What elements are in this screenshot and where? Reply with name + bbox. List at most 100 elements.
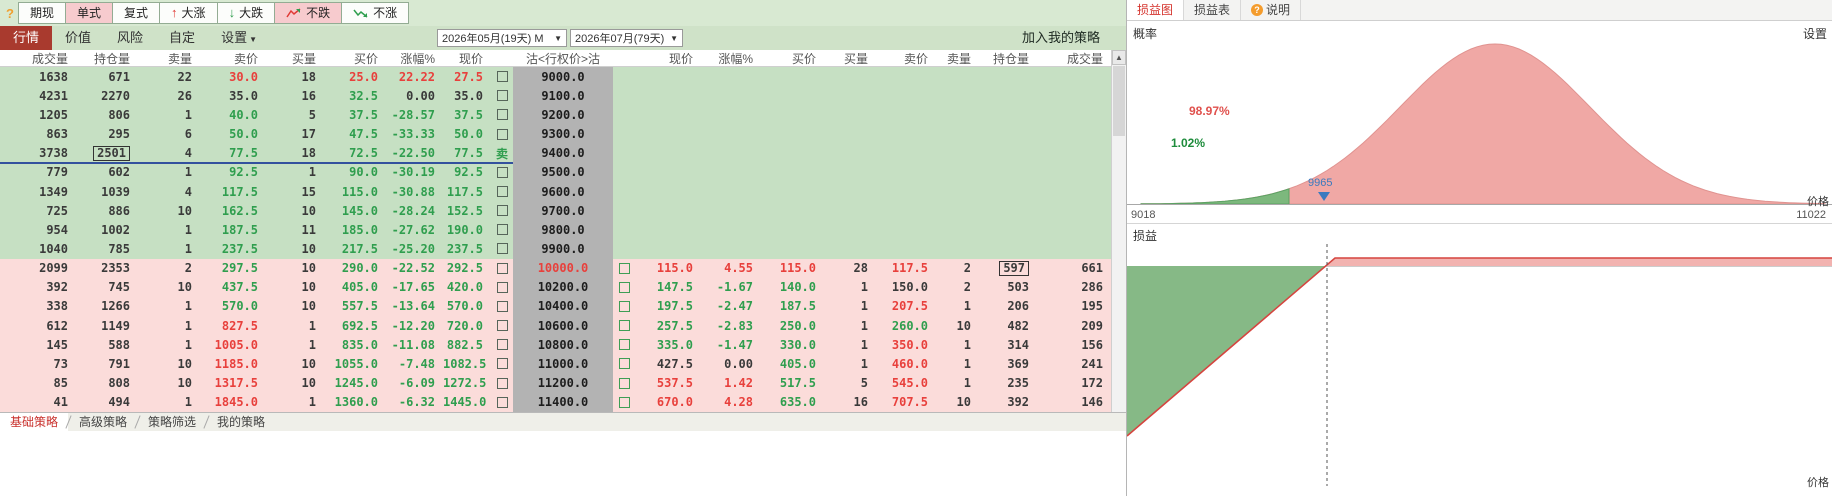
strike-price-cell[interactable]: 10600.0 xyxy=(513,316,613,336)
call-cell-5[interactable]: 290.0 xyxy=(341,261,378,276)
call-cell-5[interactable]: 32.5 xyxy=(349,88,378,103)
strike-price-cell[interactable]: 11000.0 xyxy=(513,354,613,374)
put-cell-2[interactable]: 330.0 xyxy=(779,337,816,352)
call-cell-2[interactable]: 1 xyxy=(184,241,192,256)
call-cell-0[interactable]: 41 xyxy=(53,395,68,410)
call-cell-3[interactable]: 92.5 xyxy=(229,165,258,180)
call-cell-3[interactable]: 187.5 xyxy=(221,222,258,237)
call-cell-3[interactable]: 1845.0 xyxy=(214,395,258,410)
call-cell-0[interactable]: 1349 xyxy=(39,184,68,199)
call-cell-1[interactable]: 2353 xyxy=(101,261,130,276)
put-cell-6[interactable]: 597 xyxy=(979,260,1037,276)
put-select-checkbox[interactable] xyxy=(613,393,635,412)
put-cell-0[interactable]: 427.5 xyxy=(656,356,693,371)
call-cell-1[interactable]: 1149 xyxy=(101,318,130,333)
call-cell-4[interactable]: 1 xyxy=(308,337,316,352)
put-cell-7[interactable]: 661 xyxy=(1081,261,1103,276)
call-cell-3[interactable]: 50.0 xyxy=(229,127,258,142)
strike-price-cell[interactable]: 9300.0 xyxy=(513,124,613,144)
put-cell-4[interactable]: 117.5 xyxy=(891,261,928,276)
menu-tab-shezhi[interactable]: 设置 ▼ xyxy=(208,26,270,50)
button-buzhang[interactable]: 不涨 xyxy=(341,2,410,24)
call-cell-7[interactable]: 237.5 xyxy=(446,241,483,256)
call-cell-5[interactable]: 1055.0 xyxy=(334,356,378,371)
put-cell-4[interactable]: 260.0 xyxy=(891,318,928,333)
call-cell-3[interactable]: 40.0 xyxy=(229,107,258,122)
expiry-select-near[interactable]: 2026年05月(19天) M ▼ xyxy=(437,29,567,47)
call-cell-1[interactable]: 785 xyxy=(108,241,130,256)
put-cell-1[interactable]: -1.47 xyxy=(716,337,753,352)
button-fushi[interactable]: 复式 xyxy=(112,2,160,24)
call-cell-0[interactable]: 3738 xyxy=(39,146,68,161)
put-cell-6[interactable]: 206 xyxy=(1007,299,1029,314)
put-cell-2[interactable]: 517.5 xyxy=(779,376,816,391)
call-cell-4[interactable]: 1 xyxy=(308,165,316,180)
call-cell-2[interactable]: 1 xyxy=(184,299,192,314)
put-cell-7[interactable]: 156 xyxy=(1081,337,1103,352)
call-cell-3[interactable]: 35.0 xyxy=(229,88,258,103)
call-cell-2[interactable]: 4 xyxy=(184,184,192,199)
put-select-checkbox[interactable] xyxy=(613,278,635,297)
menu-tab-fengxian[interactable]: 风险 xyxy=(117,30,144,45)
call-cell-5[interactable]: 405.0 xyxy=(341,280,378,295)
call-select-checkbox[interactable] xyxy=(491,316,513,335)
put-cell-7[interactable]: 195 xyxy=(1081,299,1103,314)
put-cell-4[interactable]: 707.5 xyxy=(891,395,928,410)
call-cell-4[interactable]: 5 xyxy=(308,107,316,122)
call-cell-0[interactable]: 2099 xyxy=(39,261,68,276)
strike-price-cell[interactable]: 9500.0 xyxy=(513,162,613,182)
put-cell-4[interactable]: 207.5 xyxy=(891,299,928,314)
call-cell-2[interactable]: 2 xyxy=(184,261,192,276)
call-cell-0[interactable]: 779 xyxy=(46,165,68,180)
put-cell-4[interactable]: 350.0 xyxy=(891,337,928,352)
put-cell-7[interactable]: 286 xyxy=(1081,280,1103,295)
call-cell-2[interactable]: 10 xyxy=(177,280,192,295)
put-cell-0[interactable]: 335.0 xyxy=(656,337,693,352)
put-cell-4[interactable]: 150.0 xyxy=(891,280,928,295)
call-cell-7[interactable]: 152.5 xyxy=(446,203,483,218)
call-select-checkbox[interactable] xyxy=(491,163,513,182)
button-dadie[interactable]: ↓ 大跌 xyxy=(216,2,275,24)
put-cell-3[interactable]: 1 xyxy=(860,280,868,295)
put-cell-7[interactable]: 209 xyxy=(1081,318,1103,333)
call-cell-7[interactable]: 570.0 xyxy=(446,299,483,314)
put-cell-7[interactable]: 146 xyxy=(1081,395,1103,410)
call-cell-1[interactable]: 2501 xyxy=(76,145,138,161)
call-cell-7[interactable]: 50.0 xyxy=(454,127,483,142)
call-cell-0[interactable]: 1205 xyxy=(39,107,68,122)
call-cell-4[interactable]: 1 xyxy=(308,395,316,410)
put-cell-2[interactable]: 187.5 xyxy=(779,299,816,314)
call-cell-3[interactable]: 827.5 xyxy=(221,318,258,333)
call-cell-5[interactable]: 90.0 xyxy=(349,165,378,180)
call-cell-1[interactable]: 806 xyxy=(108,107,130,122)
sheet-tab-wodecelue[interactable]: 我的策略 xyxy=(217,415,266,429)
put-cell-0[interactable]: 537.5 xyxy=(656,376,693,391)
put-cell-0[interactable]: 257.5 xyxy=(656,318,693,333)
put-cell-0[interactable]: 197.5 xyxy=(656,299,693,314)
call-cell-3[interactable]: 297.5 xyxy=(221,261,258,276)
put-cell-2[interactable]: 405.0 xyxy=(779,356,816,371)
put-cell-3[interactable]: 1 xyxy=(860,318,868,333)
call-cell-0[interactable]: 1040 xyxy=(39,241,68,256)
strike-price-cell[interactable]: 10800.0 xyxy=(513,335,613,355)
put-cell-5[interactable]: 1 xyxy=(963,299,971,314)
call-cell-2[interactable]: 1 xyxy=(184,165,192,180)
call-cell-1[interactable]: 1266 xyxy=(101,299,130,314)
call-cell-5[interactable]: 25.0 xyxy=(349,69,378,84)
call-cell-6[interactable]: -17.65 xyxy=(391,280,435,295)
call-select-checkbox[interactable] xyxy=(491,278,513,297)
strike-price-cell[interactable]: 9700.0 xyxy=(513,201,613,221)
put-cell-5[interactable]: 10 xyxy=(956,318,971,333)
call-cell-3[interactable]: 30.0 xyxy=(229,69,258,84)
put-cell-1[interactable]: -1.67 xyxy=(716,280,753,295)
call-cell-0[interactable]: 338 xyxy=(46,299,68,314)
put-select-checkbox[interactable] xyxy=(613,335,635,354)
put-cell-0[interactable]: 115.0 xyxy=(656,261,693,276)
put-select-checkbox[interactable] xyxy=(613,374,635,393)
call-select-checkbox[interactable] xyxy=(491,354,513,373)
call-cell-7[interactable]: 35.0 xyxy=(454,88,483,103)
put-cell-3[interactable]: 16 xyxy=(853,395,868,410)
strike-price-cell[interactable]: 10400.0 xyxy=(513,296,613,317)
call-cell-3[interactable]: 1185.0 xyxy=(214,356,258,371)
call-select-checkbox[interactable] xyxy=(491,335,513,354)
